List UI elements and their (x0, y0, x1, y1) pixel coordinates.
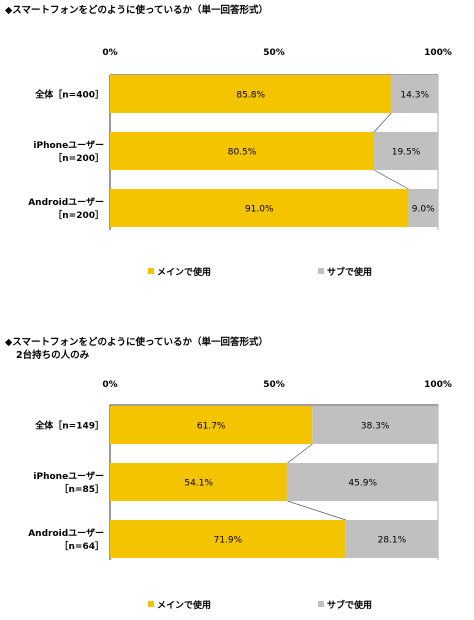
series-connector-line (287, 500, 346, 521)
bar-main (110, 406, 313, 444)
data-label: 28.1% (378, 536, 407, 546)
data-label: 9.0% (412, 205, 435, 215)
category-label: ［n=200］ (53, 209, 104, 221)
data-label: 91.0% (245, 205, 274, 215)
data-label: 14.3% (400, 91, 429, 101)
legend-label-main: メインで使用 (157, 266, 211, 278)
chart1-title: ◆スマートフォンをどのように使っているか（単一回答形式） (5, 5, 269, 16)
tick-label: 100% (424, 380, 452, 390)
category-label: Androidユーザー (28, 197, 104, 208)
data-label: 45.9% (348, 479, 377, 489)
bar-sub (345, 520, 438, 558)
bar-sub (374, 132, 438, 170)
tick-label: 50% (263, 380, 285, 390)
bar-main (110, 132, 375, 170)
legend-label-main: メインで使用 (157, 599, 211, 611)
legend-label-sub: サブで使用 (327, 599, 372, 611)
category-label: 全体［n=400］ (34, 89, 104, 101)
data-label: 71.9% (214, 536, 243, 546)
chart2-svg: 0% 50% 100% 61.7% 38.3% 全体［n=149］ 54.1% 45.9% iP… (28, 380, 452, 611)
legend-swatch-main (148, 268, 154, 274)
bar-sub (312, 406, 438, 444)
bar-main (110, 520, 346, 558)
tick-label: 0% (102, 48, 117, 58)
chart1-svg: 0% 50% 100% 85.8% 14.3% 全体［n=400］ 80.5% 19.5% iP… (28, 48, 452, 278)
data-label: 38.3% (361, 422, 390, 432)
data-label: 19.5% (392, 148, 421, 158)
category-label: ［n=85］ (60, 483, 104, 495)
legend-swatch-sub (318, 268, 324, 274)
legend-swatch-sub (318, 601, 324, 607)
bar-sub (408, 189, 438, 227)
chart2-title: ◆スマートフォンをどのように使っているか（単一回答形式） (5, 337, 269, 348)
series-connector-line (287, 443, 313, 464)
data-label: 61.7% (197, 422, 226, 432)
series-connector-line (373, 112, 392, 133)
bar-main (110, 75, 392, 113)
tick-label: 0% (102, 380, 117, 390)
series-connector-line (373, 169, 409, 190)
bar-sub (391, 75, 438, 113)
bar-main (110, 189, 409, 227)
category-label: ［n=200］ (53, 152, 104, 164)
data-label: 80.5% (228, 148, 257, 158)
legend-label-sub: サブで使用 (327, 266, 372, 278)
category-label: 全体［n=149］ (34, 420, 104, 432)
category-label: iPhoneユーザー (33, 140, 104, 151)
category-label: iPhoneユーザー (33, 471, 104, 482)
chart2-subtitle: 2台持ちの人のみ (16, 350, 90, 361)
tick-label: 50% (263, 48, 285, 58)
category-label: Androidユーザー (28, 528, 104, 539)
data-label: 54.1% (184, 479, 213, 489)
data-label: 85.8% (236, 91, 265, 101)
bar-main (110, 463, 288, 501)
bar-sub (287, 463, 438, 501)
category-label: ［n=64］ (60, 540, 104, 552)
tick-label: 100% (424, 48, 452, 58)
legend-swatch-main (148, 601, 154, 607)
